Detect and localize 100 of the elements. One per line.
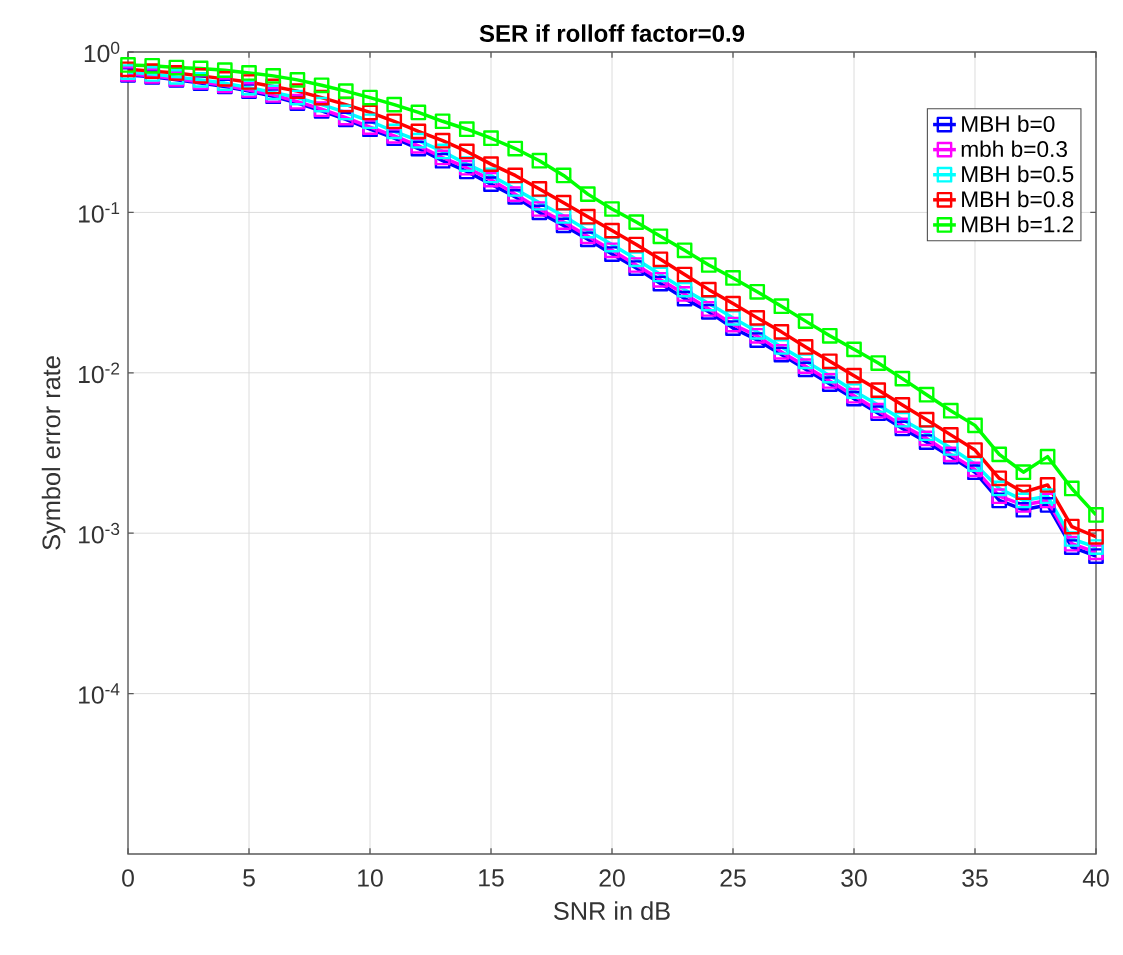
point xyxy=(362,89,378,106)
point xyxy=(337,104,354,121)
chart-title: SER if rolloff factor=0.9 xyxy=(479,24,745,42)
point xyxy=(555,208,572,224)
point xyxy=(942,427,959,443)
point xyxy=(362,104,378,121)
point xyxy=(144,57,161,74)
point xyxy=(604,201,620,217)
point xyxy=(652,228,669,245)
point xyxy=(483,130,499,147)
point xyxy=(507,181,524,197)
point xyxy=(531,181,548,197)
point xyxy=(192,60,209,77)
point xyxy=(1063,531,1080,547)
point xyxy=(797,339,814,355)
point xyxy=(918,425,935,442)
point xyxy=(628,251,645,268)
point xyxy=(555,214,572,230)
point xyxy=(918,386,935,403)
point xyxy=(700,295,717,312)
point xyxy=(1039,492,1056,509)
point xyxy=(773,339,790,355)
point xyxy=(1063,480,1080,497)
legend-label: mbh b=0.3 xyxy=(961,140,1067,158)
point xyxy=(313,77,330,94)
point xyxy=(628,214,645,230)
point xyxy=(531,152,548,169)
point xyxy=(700,257,717,273)
point xyxy=(676,281,693,298)
point xyxy=(483,176,499,193)
point xyxy=(894,411,911,428)
point xyxy=(749,323,766,340)
point xyxy=(652,251,669,268)
point xyxy=(991,480,1008,497)
point xyxy=(797,313,814,329)
point xyxy=(749,310,766,326)
x-tick-label: 15 xyxy=(479,869,504,887)
point xyxy=(1088,528,1104,545)
point xyxy=(531,201,548,217)
point xyxy=(991,446,1008,463)
x-tick-label: 35 xyxy=(962,869,988,887)
point xyxy=(652,266,669,283)
point xyxy=(507,167,524,184)
point xyxy=(265,78,282,95)
point xyxy=(216,62,233,79)
point xyxy=(289,72,306,88)
point xyxy=(555,167,572,184)
point xyxy=(749,283,766,300)
point xyxy=(628,236,645,253)
point xyxy=(386,113,403,130)
point xyxy=(604,236,620,253)
point xyxy=(386,96,403,113)
x-tick-label: 20 xyxy=(599,869,625,887)
point xyxy=(604,242,620,259)
point xyxy=(313,89,330,106)
point xyxy=(168,59,185,76)
point xyxy=(313,96,330,113)
y-tick-label: 10$^{-4}$ xyxy=(79,683,120,704)
point xyxy=(942,402,959,419)
point xyxy=(507,140,524,157)
point xyxy=(531,194,548,211)
point xyxy=(870,382,887,398)
x-axis-title: SNR in dB xyxy=(554,901,670,920)
point xyxy=(1039,488,1056,505)
point xyxy=(458,121,475,138)
point xyxy=(241,74,257,90)
point xyxy=(725,295,741,312)
y-tick-label: 10$^{-3}$ xyxy=(79,522,120,544)
point xyxy=(918,430,935,447)
point xyxy=(991,488,1008,505)
point xyxy=(289,83,306,100)
legend-label: MBH b=0.5 xyxy=(962,165,1074,183)
point xyxy=(410,132,427,149)
point xyxy=(1039,477,1056,493)
point xyxy=(1015,484,1032,501)
point xyxy=(749,332,766,348)
point xyxy=(168,65,185,81)
point xyxy=(604,222,620,239)
point xyxy=(434,132,451,149)
point xyxy=(773,323,790,340)
point xyxy=(458,156,475,172)
point xyxy=(725,316,741,333)
point xyxy=(579,222,596,239)
point xyxy=(821,327,838,344)
x-tick-label: 0 xyxy=(122,869,134,887)
y-tick-label: 10$^{0}$ xyxy=(84,41,120,63)
point xyxy=(483,156,499,172)
point xyxy=(434,143,451,160)
point xyxy=(918,411,935,428)
point xyxy=(967,442,983,458)
point xyxy=(362,113,378,130)
point xyxy=(289,89,306,106)
point xyxy=(725,310,741,326)
point xyxy=(555,194,572,211)
point xyxy=(1039,448,1056,465)
point xyxy=(991,470,1008,487)
point xyxy=(821,353,838,370)
x-tick-label: 10 xyxy=(358,869,383,887)
x-tick-label: 5 xyxy=(243,869,255,887)
point xyxy=(579,208,596,225)
